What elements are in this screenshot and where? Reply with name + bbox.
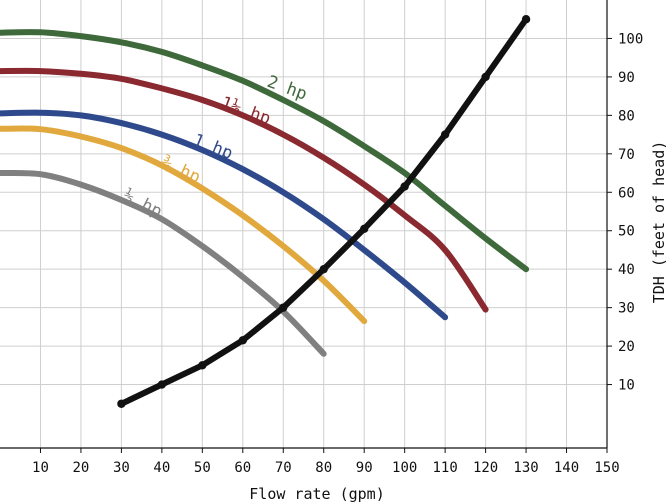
system-curve-point	[319, 264, 328, 274]
system-curve-point	[117, 399, 126, 408]
y-tick-label: 60	[618, 185, 635, 201]
x-tick-label: 140	[554, 460, 579, 476]
y-tick-label: 70	[618, 147, 635, 163]
x-tick-label: 130	[513, 460, 538, 476]
pump-curve-line	[0, 109, 449, 321]
system-curve-point	[279, 303, 288, 312]
system-curve-point	[440, 130, 450, 139]
system-curve-point	[157, 380, 167, 389]
system-curve-point	[198, 361, 207, 370]
tick-labels: 10 20 30 40 50 60 70 80 90 100 110 120 130 140 150 10 20…	[32, 31, 643, 476]
y-tick-label: 30	[618, 301, 635, 317]
pump-curve-line	[0, 67, 489, 313]
system-curve-point	[521, 15, 531, 24]
x-tick-label: 10	[32, 460, 49, 476]
x-tick-label: 90	[356, 460, 373, 476]
y-tick-label: 80	[618, 108, 635, 124]
system-curve-point	[400, 182, 409, 191]
y-axis-title: TDH (feet of head)	[650, 141, 668, 304]
x-tick-label: 70	[275, 460, 292, 476]
y-tick-label: 40	[618, 262, 635, 278]
x-tick-label: 100	[392, 460, 417, 476]
pump-curve-line	[0, 29, 530, 273]
system-curve-point	[238, 336, 247, 345]
y-tick-label: 50	[618, 224, 635, 240]
pump-curves	[0, 29, 530, 357]
x-tick-label: 110	[432, 460, 457, 476]
system-curve-point	[481, 72, 490, 82]
x-tick-label: 50	[194, 460, 211, 476]
y-tick-label: 20	[618, 339, 635, 355]
y-tick-label: 100	[618, 31, 643, 47]
x-tick-label: 80	[315, 460, 332, 476]
x-tick-label: 40	[153, 460, 170, 476]
x-tick-label: 60	[234, 460, 251, 476]
x-axis-title: Flow rate (gpm)	[249, 485, 384, 503]
x-tick-label: 30	[113, 460, 130, 476]
x-tick-label: 20	[73, 460, 90, 476]
system-curve-group	[117, 15, 531, 408]
y-tick-label: 10	[618, 378, 635, 394]
pump-curve-line	[0, 169, 327, 357]
axes	[0, 0, 612, 453]
y-tick-label: 90	[618, 70, 635, 86]
x-tick-label: 150	[594, 460, 619, 476]
pump-curve-line	[0, 125, 368, 325]
x-tick-label: 120	[473, 460, 498, 476]
system-curve-point	[360, 224, 369, 234]
